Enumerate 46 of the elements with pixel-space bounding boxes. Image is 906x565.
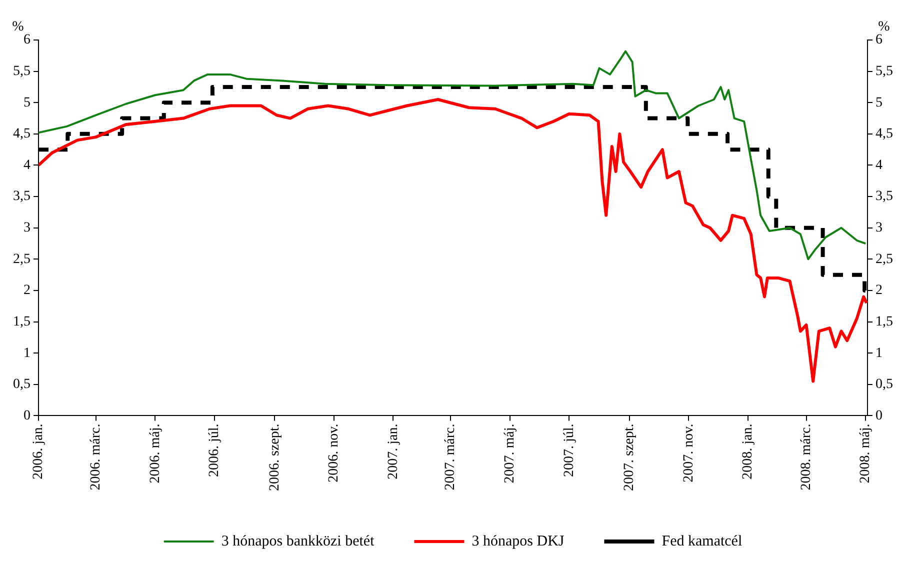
legend-label: Fed kamatcél — [662, 533, 742, 550]
x-tick-label: 2006. júl. — [207, 424, 222, 478]
y-tick-label: 1,5 — [13, 314, 30, 330]
y2-tick-label: 2,5 — [876, 252, 893, 267]
x-tick-label: 2007. jan. — [386, 424, 401, 480]
y-tick-label: 4,5 — [13, 126, 30, 142]
legend-label: 3 hónapos DKJ — [472, 533, 564, 550]
y-axis-title: % — [12, 20, 24, 35]
y-tick-label: 1 — [24, 346, 30, 361]
x-tick-label: 2008. jan. — [740, 424, 756, 480]
y-tick-label: 0 — [24, 408, 30, 424]
legend-label: 3 hónapos bankközi betét — [221, 533, 376, 550]
y2-tick-label: 3,5 — [876, 189, 893, 204]
y2-tick-label: 1,5 — [876, 314, 893, 330]
y2-tick-label: 0 — [876, 408, 882, 424]
x-tick-label: 2007. szept. — [622, 424, 638, 491]
y2-tick-label: 6 — [876, 32, 882, 48]
y2-tick-label: 2 — [876, 283, 882, 298]
y-tick-label: 6 — [24, 32, 30, 48]
y-tick-label: 3 — [24, 220, 30, 236]
x-tick-label: 2007. máj. — [502, 424, 518, 484]
x-tick-label: 2007. júl. — [562, 424, 577, 478]
x-tick-label: 2006. szept. — [267, 424, 282, 491]
x-tick-label: 2006. márc. — [88, 424, 104, 490]
x-tick-label: 2007. márc. — [443, 424, 458, 490]
x-tick-label: 2007. nov. — [681, 424, 696, 482]
y-tick-label: 5 — [24, 95, 30, 110]
y2-tick-label: 0,5 — [876, 377, 893, 392]
y-tick-label: 5,5 — [13, 64, 30, 79]
y-tick-label: 2 — [24, 283, 30, 298]
x-tick-label: 2006. jan. — [31, 424, 46, 480]
x-tick-label: 2006. máj. — [148, 424, 163, 484]
x-tick-label: 2006. nov. — [326, 424, 342, 482]
y2-tick-label: 5,5 — [876, 64, 893, 79]
y2-tick-label: 4,5 — [876, 126, 893, 142]
y2-tick-label: 1 — [876, 346, 882, 361]
y-tick-label: 2,5 — [13, 252, 30, 267]
y2-axis-title: % — [878, 20, 890, 35]
y-tick-label: 3,5 — [13, 189, 30, 204]
y-tick-label: 0,5 — [13, 377, 30, 392]
x-tick-label: 2008. máj. — [858, 424, 874, 484]
y2-tick-label: 5 — [876, 95, 882, 110]
x-tick-label: 2008. márc. — [798, 424, 814, 490]
y-tick-label: 4 — [24, 158, 30, 173]
y2-tick-label: 3 — [876, 220, 882, 236]
y2-tick-label: 4 — [876, 158, 882, 173]
